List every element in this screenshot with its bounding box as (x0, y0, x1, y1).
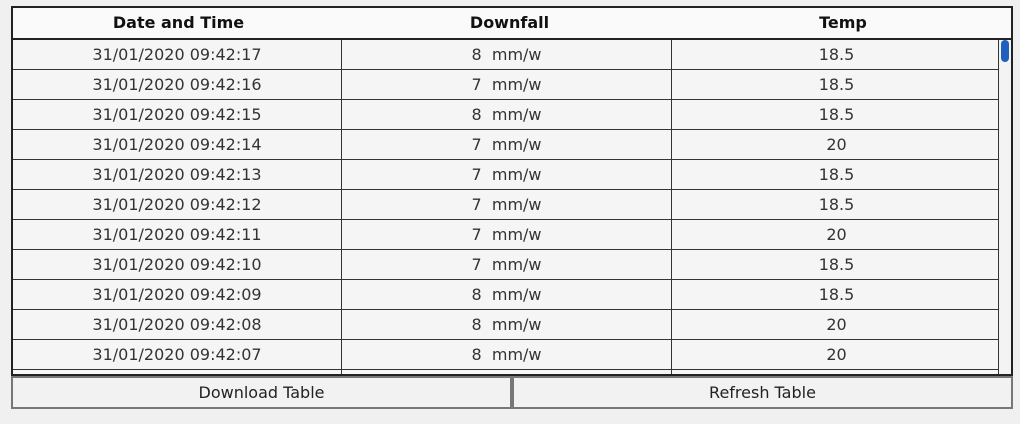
download-table-button[interactable]: Download Table (11, 376, 512, 409)
cell-temp: 20 (826, 135, 847, 154)
cell-downfall: 7 mm/w (342, 190, 672, 219)
cell-downfall: 8 mm/w (342, 100, 672, 129)
table-row: 31/01/2020 09:42:09 8 mm/w 18.5 (13, 280, 1001, 310)
cell-datetime: 31/01/2020 09:42:10 (13, 250, 342, 279)
header-temp: Temp (819, 13, 867, 32)
cell-downfall: 7 mm/w (342, 130, 672, 159)
cell-temp: 20 (826, 315, 847, 334)
cell-datetime: 31/01/2020 09:42:17 (13, 40, 342, 69)
cell-downfall: 7 mm/w (342, 250, 672, 279)
cell-datetime: 31/01/2020 09:42:08 (13, 310, 342, 339)
cell-temp: 20 (826, 225, 847, 244)
table-header: Date and Time Downfall Temp (13, 8, 1011, 40)
cell-downfall: 8 mm/w (342, 310, 672, 339)
cell-datetime: 31/01/2020 09:42:14 (13, 130, 342, 159)
cell-temp: 18.5 (818, 195, 855, 214)
cell-temp: 20 (826, 345, 847, 364)
cell-datetime: 31/01/2020 09:42:15 (13, 100, 342, 129)
cell-temp: 18.5 (818, 255, 855, 274)
table-row: 31/01/2020 09:42:17 8 mm/w 18.5 (13, 40, 1001, 70)
cell-temp: 18.5 (818, 105, 855, 124)
table-row: 31/01/2020 09:42:16 7 mm/w 18.5 (13, 70, 1001, 100)
cell-downfall: 8 mm/w (342, 340, 672, 369)
cell-datetime: 31/01/2020 09:42:16 (13, 70, 342, 99)
cell-datetime: 31/01/2020 09:42:13 (13, 160, 342, 189)
cell-downfall: 7 mm/w (342, 160, 672, 189)
header-date-and-time: Date and Time (112, 13, 245, 32)
table-row: 31/01/2020 09:42:14 7 mm/w 20 (13, 130, 1001, 160)
cell-downfall: 7 mm/w (342, 70, 672, 99)
cell-downfall: 8 mm/w (342, 40, 672, 69)
table-body[interactable]: 31/01/2020 09:42:17 8 mm/w 18.5 31/01/20… (13, 40, 1001, 374)
table-row: 31/01/2020 09:42:12 7 mm/w 18.5 (13, 190, 1001, 220)
table-row-partial (13, 370, 1001, 374)
table-row: 31/01/2020 09:42:08 8 mm/w 20 (13, 310, 1001, 340)
vertical-scrollbar[interactable] (998, 40, 1011, 374)
cell-datetime: 31/01/2020 09:42:09 (13, 280, 342, 309)
table-row: 31/01/2020 09:42:11 7 mm/w 20 (13, 220, 1001, 250)
table-row: 31/01/2020 09:42:15 8 mm/w 18.5 (13, 100, 1001, 130)
cell-temp: 18.5 (818, 165, 855, 184)
table-row: 31/01/2020 09:42:13 7 mm/w 18.5 (13, 160, 1001, 190)
scrollbar-thumb[interactable] (1001, 40, 1009, 62)
cell-temp: 18.5 (818, 45, 855, 64)
cell-temp (672, 370, 1001, 374)
data-table: Date and Time Downfall Temp 31/01/2020 0… (11, 6, 1013, 376)
table-row: 31/01/2020 09:42:07 8 mm/w 20 (13, 340, 1001, 370)
cell-datetime: 31/01/2020 09:42:11 (13, 220, 342, 249)
cell-downfall (342, 370, 672, 374)
cell-datetime: 31/01/2020 09:42:07 (13, 340, 342, 369)
cell-downfall: 8 mm/w (342, 280, 672, 309)
cell-temp: 18.5 (818, 75, 855, 94)
cell-downfall: 7 mm/w (342, 220, 672, 249)
header-downfall: Downfall (469, 13, 550, 32)
cell-temp: 18.5 (818, 285, 855, 304)
table-row: 31/01/2020 09:42:10 7 mm/w 18.5 (13, 250, 1001, 280)
refresh-table-button[interactable]: Refresh Table (512, 376, 1013, 409)
cell-datetime: 31/01/2020 09:42:12 (13, 190, 342, 219)
cell-datetime (13, 370, 342, 374)
